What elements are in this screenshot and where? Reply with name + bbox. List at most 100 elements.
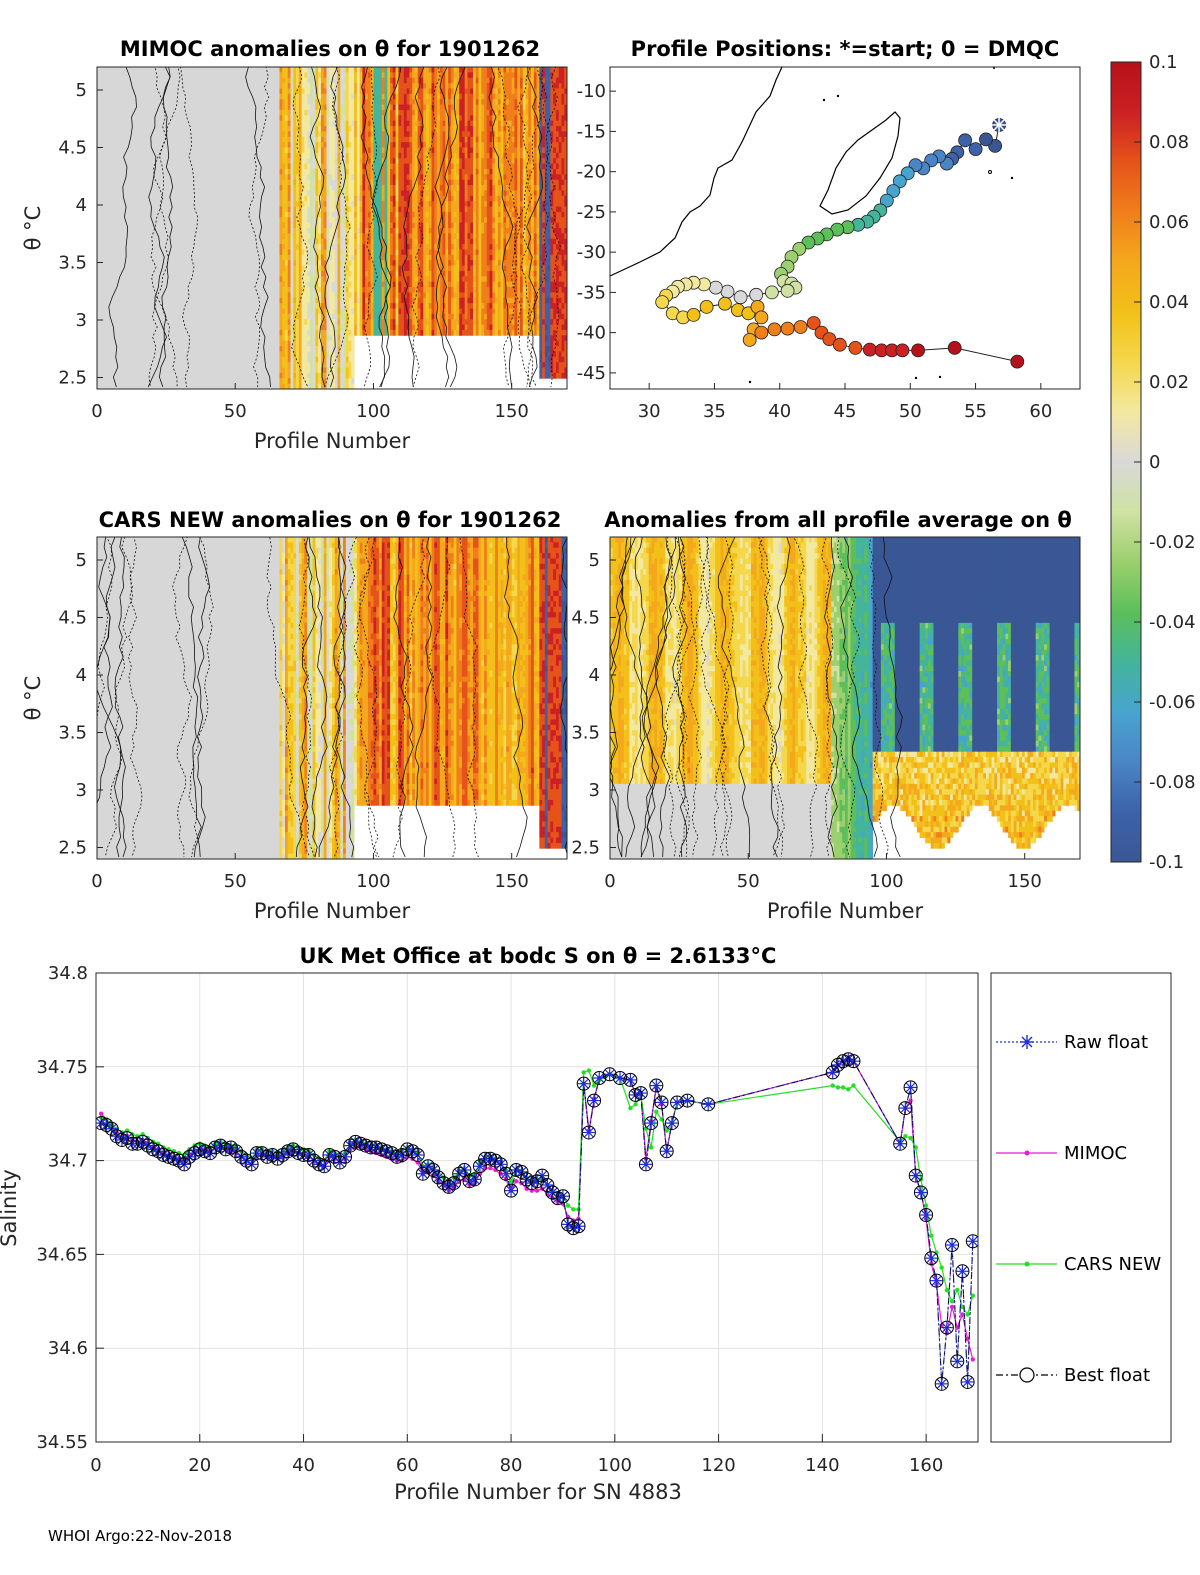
- heatmap-cell: [240, 249, 244, 256]
- heatmap-cell: [254, 265, 258, 272]
- heatmap-cell: [235, 179, 239, 186]
- heatmap-cell: [171, 190, 175, 197]
- heatmap-cell: [285, 238, 289, 245]
- heatmap-cell: [174, 367, 178, 374]
- heatmap-cell: [124, 324, 128, 331]
- heatmap-cell: [282, 142, 286, 148]
- heatmap-cell: [138, 287, 142, 293]
- heatmap-cell: [171, 346, 175, 352]
- heatmap-cell: [97, 158, 101, 164]
- heatmap-cell: [146, 120, 150, 127]
- heatmap-cell: [193, 136, 197, 143]
- heatmap-cell: [121, 163, 126, 170]
- heatmap-cell: [235, 372, 239, 379]
- heatmap-cell: [262, 126, 267, 132]
- heatmap-cell: [144, 329, 148, 336]
- heatmap-cell: [119, 152, 123, 159]
- heatmap-cell: [246, 142, 250, 148]
- heatmap-cell: [320, 281, 325, 288]
- heatmap-cell: [296, 88, 300, 95]
- heatmap-cell: [207, 335, 211, 342]
- heatmap-cell: [296, 287, 300, 293]
- heatmap-cell: [171, 109, 175, 116]
- heatmap-cell: [157, 260, 161, 266]
- heatmap-cell: [276, 88, 280, 95]
- heatmap-cell: [290, 249, 294, 256]
- heatmap-cell: [323, 206, 327, 213]
- heatmap-cell: [207, 99, 211, 105]
- heatmap-cell: [243, 249, 247, 256]
- heatmap-cell: [99, 195, 103, 202]
- heatmap-cell: [257, 126, 261, 132]
- heatmap-cell: [279, 131, 283, 138]
- heatmap-cell: [127, 174, 131, 181]
- heatmap-cell: [296, 158, 300, 164]
- heatmap-cell: [254, 115, 258, 122]
- heatmap-cell: [168, 249, 173, 256]
- heatmap-cell: [235, 303, 239, 309]
- heatmap-cell: [207, 270, 211, 277]
- heatmap-cell: [108, 287, 112, 293]
- heatmap-cell: [304, 104, 308, 111]
- heatmap-cell: [132, 222, 137, 229]
- heatmap-cell: [135, 233, 139, 240]
- heatmap-cell: [215, 211, 220, 218]
- heatmap-cell: [119, 367, 123, 374]
- heatmap-cell: [207, 120, 211, 127]
- heatmap-cell: [182, 340, 186, 347]
- heatmap-cell: [221, 168, 225, 175]
- heatmap-cell: [271, 206, 275, 213]
- heatmap-cell: [97, 72, 101, 79]
- heatmap-cell: [130, 72, 134, 79]
- heatmap-cell: [301, 297, 305, 304]
- heatmap-cell: [119, 195, 123, 202]
- heatmap-cell: [265, 195, 269, 202]
- heatmap-cell: [113, 335, 117, 342]
- heatmap-cell: [155, 313, 159, 320]
- heatmap-cell: [177, 383, 181, 389]
- heatmap-cell: [196, 367, 200, 374]
- heatmap-cell: [290, 217, 294, 224]
- heatmap-cell: [249, 244, 253, 250]
- heatmap-cell: [141, 362, 145, 368]
- heatmap-cell: [307, 249, 311, 256]
- heatmap-cell: [97, 297, 101, 304]
- heatmap-cell: [224, 351, 228, 358]
- heatmap-cell: [166, 308, 170, 315]
- heatmap-cell: [113, 233, 117, 240]
- heatmap-cell: [168, 211, 173, 218]
- heatmap-cell: [116, 249, 120, 256]
- heatmap-cell: [196, 115, 200, 122]
- heatmap-cell: [235, 383, 239, 389]
- heatmap-cell: [268, 120, 272, 127]
- heatmap-cell: [226, 260, 231, 266]
- heatmap-cell: [99, 340, 103, 347]
- heatmap-cell: [215, 174, 220, 181]
- heatmap-cell: [226, 195, 231, 202]
- heatmap-cell: [199, 99, 203, 105]
- heatmap-cell: [238, 147, 242, 154]
- heatmap-cell: [271, 72, 275, 79]
- heatmap-cell: [182, 233, 186, 240]
- heatmap-cell: [135, 378, 139, 385]
- heatmap-cell: [166, 346, 170, 352]
- heatmap-cell: [273, 93, 278, 100]
- heatmap-cell: [257, 206, 261, 213]
- heatmap-cell: [138, 367, 142, 374]
- heatmap-cell: [243, 158, 247, 164]
- heatmap-cell: [188, 308, 192, 315]
- heatmap-cell: [171, 67, 175, 73]
- heatmap-cell: [196, 142, 200, 148]
- heatmap-cell: [318, 120, 322, 127]
- heatmap-cell: [226, 217, 231, 224]
- heatmap-cell: [202, 244, 206, 250]
- heatmap-cell: [260, 276, 264, 283]
- heatmap-cell: [249, 287, 253, 293]
- heatmap-cell: [174, 329, 178, 336]
- heatmap-cell: [191, 254, 195, 261]
- heatmap-cell: [318, 72, 322, 79]
- heatmap-cell: [127, 99, 131, 105]
- heatmap-cell: [191, 351, 195, 358]
- heatmap-cell: [177, 335, 181, 342]
- heatmap-cell: [207, 136, 211, 143]
